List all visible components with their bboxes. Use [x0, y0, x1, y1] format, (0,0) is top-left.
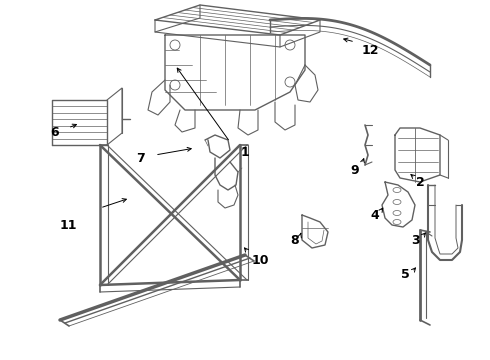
Text: 9: 9: [351, 163, 359, 176]
Text: 7: 7: [136, 152, 145, 165]
Text: 5: 5: [401, 269, 409, 282]
Text: 1: 1: [241, 145, 249, 158]
Text: 4: 4: [370, 208, 379, 221]
Text: 11: 11: [59, 219, 77, 231]
Text: 10: 10: [251, 253, 269, 266]
Text: 12: 12: [361, 44, 379, 57]
Text: 2: 2: [416, 176, 424, 189]
Text: 8: 8: [291, 234, 299, 247]
Text: 3: 3: [411, 234, 419, 247]
Text: 6: 6: [50, 126, 59, 139]
